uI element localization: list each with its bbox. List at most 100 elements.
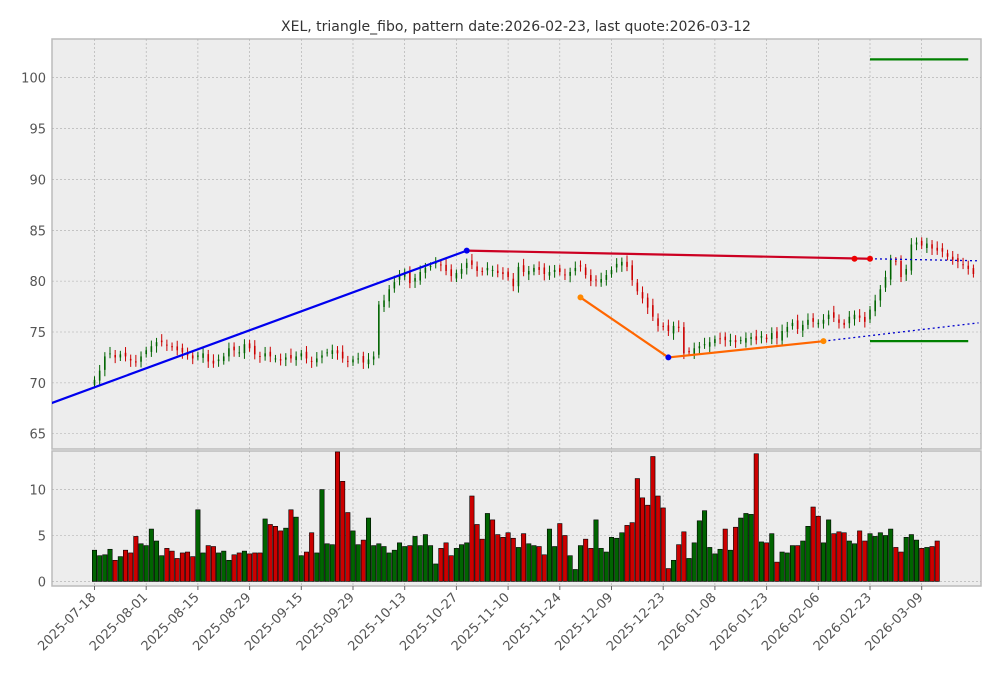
candle-body (827, 314, 830, 319)
candle-body (388, 289, 390, 302)
volume-bar (185, 551, 191, 582)
volume-bar (779, 551, 785, 582)
volume-bar (148, 528, 154, 582)
candle-body (801, 324, 804, 331)
candle-body (915, 242, 918, 245)
volume-bar (298, 555, 304, 582)
volume-bar (200, 552, 206, 582)
candle-body (393, 282, 396, 289)
candle-body (98, 370, 101, 381)
volume-bar (236, 552, 242, 582)
candle-body (290, 354, 292, 359)
candle-body (869, 309, 871, 320)
volume-bar (619, 532, 625, 582)
candle-body (615, 263, 618, 268)
chart-title: XEL, triangle_fibo, pattern date:2026-02… (281, 19, 751, 35)
candle-body (253, 345, 256, 355)
candle-body (574, 267, 577, 272)
volume-bar (97, 555, 103, 582)
volume-bar (552, 546, 558, 582)
volume-bar (443, 542, 449, 582)
candle-body (796, 320, 799, 329)
candle-body (636, 282, 639, 292)
volume-bar (247, 553, 253, 582)
candle-body (502, 272, 504, 275)
candle-body (781, 330, 783, 341)
candle-body (786, 326, 789, 332)
volume-bar (624, 525, 630, 582)
volume-bar (903, 537, 909, 582)
volume-bar (588, 548, 594, 582)
volume-bar (453, 548, 459, 582)
volume-bar (707, 547, 713, 582)
volume-bar (490, 519, 496, 582)
candle-body (362, 356, 365, 363)
price-tick-label: 100 (21, 72, 46, 87)
candle-body (564, 274, 566, 276)
volume-bar (820, 542, 826, 582)
volume-bar (154, 540, 160, 582)
volume-bar (608, 537, 614, 582)
candle-body (150, 346, 153, 352)
volume-bar (303, 551, 309, 582)
volume-bar (138, 543, 144, 582)
candle-body (765, 337, 768, 340)
projection-line (869, 258, 979, 262)
volume-bar (717, 548, 723, 582)
candle-body (222, 356, 225, 362)
volume-bar (810, 506, 816, 582)
candle-body (739, 340, 742, 342)
volume-bar (479, 538, 485, 582)
volume-bar (293, 516, 299, 582)
volume-bar (531, 545, 537, 582)
candle-body (926, 243, 928, 248)
volume-bar (764, 542, 770, 582)
candle-body (677, 326, 680, 328)
volume-bar (686, 558, 692, 582)
candle-body (119, 354, 122, 358)
candle-body (259, 356, 261, 358)
candle-body (621, 261, 623, 266)
projection-line (823, 322, 979, 342)
candle-body (967, 265, 970, 269)
candle-body (698, 346, 701, 349)
volume-bar (748, 514, 754, 582)
volume-bar (593, 519, 599, 582)
volume-bar (743, 513, 749, 582)
candle-body (450, 269, 453, 277)
candle-body (543, 267, 546, 275)
volume-bar (350, 530, 356, 582)
pivot-marker (851, 255, 858, 262)
candle-body (548, 271, 551, 276)
volume-bar (660, 507, 666, 582)
volume-bar (733, 526, 739, 582)
candle-body (445, 264, 447, 271)
candle-body (238, 352, 241, 354)
volume-bar (190, 556, 196, 582)
candle-body (605, 275, 608, 280)
price-tick-label: 65 (29, 428, 46, 443)
candle-body (905, 268, 907, 275)
volume-bar (314, 552, 320, 582)
candle-body (228, 348, 230, 357)
candle-body (109, 353, 111, 355)
volume-bar (784, 552, 790, 582)
candle-body (129, 358, 132, 361)
candle-body (310, 360, 313, 362)
volume-bar (583, 538, 589, 582)
candle-body (683, 327, 685, 354)
volume-bar (345, 512, 351, 582)
candle-body (160, 340, 163, 343)
volume-bar (805, 526, 811, 582)
candle-body (703, 344, 706, 346)
volume-bar (417, 545, 423, 582)
volume-bar (459, 544, 465, 582)
candle-body (248, 343, 251, 349)
price-tick-label: 75 (29, 326, 46, 341)
volume-tick-label: 10 (29, 484, 46, 499)
candle-body (140, 356, 142, 362)
volume-bar (112, 559, 118, 582)
candle-body (657, 318, 659, 326)
candle-body (931, 244, 933, 249)
volume-bar (422, 534, 428, 582)
